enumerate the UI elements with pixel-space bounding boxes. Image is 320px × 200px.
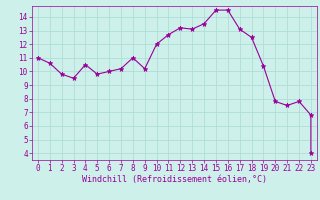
X-axis label: Windchill (Refroidissement éolien,°C): Windchill (Refroidissement éolien,°C) xyxy=(82,175,267,184)
